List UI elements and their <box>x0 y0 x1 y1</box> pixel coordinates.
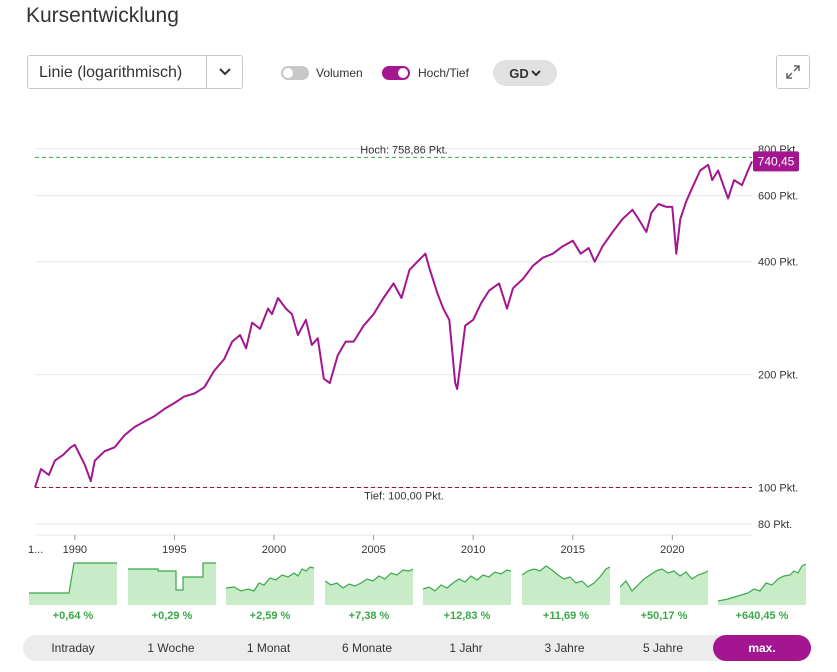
thumbnail-chart[interactable] <box>521 561 611 605</box>
thumbnail-chart[interactable] <box>225 561 315 605</box>
fullscreen-button[interactable] <box>776 55 810 89</box>
thumbnail-line <box>128 562 216 591</box>
thumbnail-line <box>717 563 807 602</box>
toggle-hoch-tief[interactable] <box>382 66 410 80</box>
thumbnail-change-label: +640,45 % <box>735 610 789 622</box>
thumbnail-line <box>521 565 611 588</box>
toggle-volumen-label: Volumen <box>316 66 363 80</box>
tab-5-jahre[interactable]: 5 Jahre <box>642 641 684 655</box>
chevron-down-icon[interactable] <box>206 56 242 88</box>
tab-1-woche[interactable]: 1 Woche <box>147 641 195 655</box>
thumbnail-change-label: +0,64 % <box>52 610 94 622</box>
page-title: Kursentwicklung <box>26 4 179 27</box>
period-tabs: Intraday 1 Woche 1 Monat 6 Monate 1 Jahr 3 Ja… <box>23 635 811 661</box>
y-tick-label: 600 Pkt. <box>758 191 798 203</box>
x-axis: 1... 1990 1995 2000 2005 2010 2015 2020 <box>28 535 685 556</box>
tab-1-monat[interactable]: 1 Monat <box>246 641 291 655</box>
y-tick-label: 100 Pkt. <box>758 483 798 495</box>
x-tick-label: 2010 <box>461 544 485 556</box>
gd-button-label: GD <box>509 65 529 81</box>
thumbnail-chart[interactable] <box>324 561 414 605</box>
thumbnail-area <box>226 567 314 605</box>
thumbnail-change-label: +2,59 % <box>249 610 291 622</box>
high-label: Hoch: 758,86 Pkt. <box>360 144 447 156</box>
thumbnail-line <box>29 562 117 594</box>
thumbnail-area <box>620 569 708 605</box>
gd-button[interactable]: GD <box>493 60 557 86</box>
y-tick-label: 80 Pkt. <box>758 519 792 531</box>
y-tick-label: 400 Pkt. <box>758 257 798 269</box>
thumbnail-sparkline <box>324 568 414 605</box>
x-tick-label: 2020 <box>660 544 684 556</box>
thumbnail-sparkline <box>619 568 709 605</box>
y-axis: 80 Pkt.100 Pkt.200 Pkt.400 Pkt.600 Pkt.8… <box>758 144 798 531</box>
thumbnail-line <box>324 568 414 589</box>
tab-intraday[interactable]: Intraday <box>51 641 95 655</box>
x-tick-label: 1995 <box>162 544 186 556</box>
tab-6-monate[interactable]: 6 Monate <box>341 641 393 655</box>
thumbnail-sparkline <box>422 569 512 605</box>
thumbnail-chart[interactable] <box>717 561 807 605</box>
thumbnail-line <box>422 569 512 592</box>
thumbnail-area <box>128 563 216 605</box>
thumbnail-change-label: +7,38 % <box>348 610 390 622</box>
thumbnail-area <box>423 570 511 605</box>
thumbnail-area <box>718 564 806 605</box>
last-value-badge-bg <box>753 151 799 172</box>
thumbnail-sparkline <box>521 565 611 605</box>
tab-max[interactable]: max. <box>713 635 811 661</box>
thumbnail-change-label: +50,17 % <box>640 610 688 622</box>
thumbnail-chart[interactable] <box>619 561 709 605</box>
x-tick-label: 2000 <box>262 544 286 556</box>
thumbnail-sparkline <box>29 562 117 605</box>
x-tick-label: 1990 <box>63 544 87 556</box>
thumbnail-sparkline <box>717 563 807 605</box>
series-line <box>34 160 753 488</box>
last-value-text: 740,45 <box>758 154 795 168</box>
thumbnail-area <box>29 563 117 605</box>
y-tick-label: 200 Pkt. <box>758 370 798 382</box>
thumbnail-sparkline <box>128 562 216 605</box>
thumbnail-line <box>225 566 315 592</box>
chart-type-select-value: Linie (logarithmisch) <box>39 64 183 81</box>
toggle-knob <box>283 68 293 78</box>
chevron-down-icon <box>531 69 541 76</box>
x-tick-label: 2015 <box>561 544 585 556</box>
toggle-hoch-tief-label: Hoch/Tief <box>418 66 469 80</box>
thumbnail-chart[interactable] <box>422 561 512 605</box>
toggle-knob <box>398 68 408 78</box>
thumbnail-change-label: +12,83 % <box>443 610 491 622</box>
thumbnail-chart[interactable] <box>128 561 216 605</box>
toggle-volumen[interactable] <box>281 66 309 80</box>
thumbnail-sparkline <box>225 566 315 605</box>
expand-icon <box>786 65 800 79</box>
tab-3-jahre[interactable]: 3 Jahre <box>544 641 585 655</box>
last-value-badge: 740,45 <box>753 151 799 172</box>
x-tick-label: 2005 <box>361 544 385 556</box>
thumbnail-change-label: +11,69 % <box>542 610 590 622</box>
tab-1-jahr[interactable]: 1 Jahr <box>449 641 483 655</box>
price-chart: 80 Pkt.100 Pkt.200 Pkt.400 Pkt.600 Pkt.8… <box>28 144 799 556</box>
thumbnail-area <box>522 566 610 605</box>
x-tick-label: 1... <box>28 544 43 556</box>
thumbnail-chart[interactable] <box>29 561 117 605</box>
high-low-lines: Hoch: 758,86 Pkt. Tief: 100,00 Pkt. <box>35 144 752 503</box>
thumbnail-line <box>619 568 709 592</box>
low-label: Tief: 100,00 Pkt. <box>364 491 444 503</box>
chart-grid <box>35 148 752 536</box>
thumbnail-area <box>325 569 413 605</box>
chart-type-select[interactable]: Linie (logarithmisch) <box>27 55 243 89</box>
thumbnail-change-label: +0,29 % <box>151 610 193 622</box>
